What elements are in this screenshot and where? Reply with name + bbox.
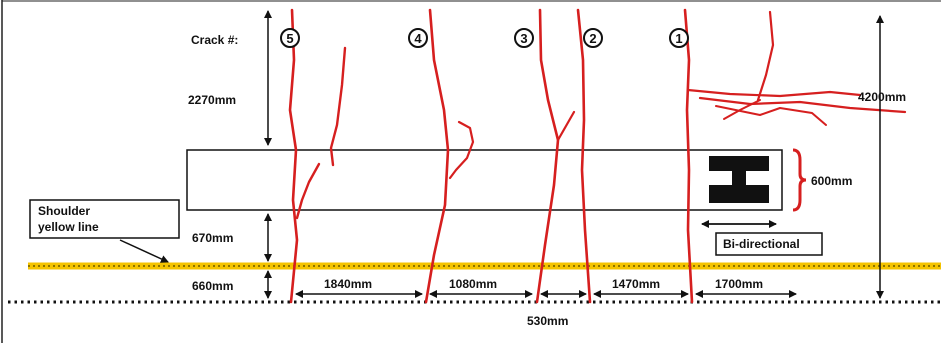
slab-width-bracket [792,148,807,212]
dim-spacing-2-1-label: 1470mm [612,277,660,291]
crack-marker-5-label: 5 [286,31,293,46]
crack-5-branch-a [329,46,347,167]
crack-4-path [424,8,450,304]
dim-edge-gap-label: 660mm [192,279,233,293]
crack-1-network-d [723,99,761,120]
dim-total-height-label: 4200mm [858,90,906,104]
crack-marker-2-label: 2 [589,31,596,46]
crack-1-path [683,8,694,304]
crack-4-branch [448,120,475,180]
crack-markers: 5 4 3 2 1 [280,28,689,48]
crack-5-branch-b [295,162,321,220]
bidirectional-label: Bi-directional [723,237,800,251]
dim-spacing-3-2-label: 530mm [527,314,568,328]
shoulder-label-line-2: yellow line [38,220,99,234]
crack-1-branch-top [756,10,775,102]
crack-marker-1: 1 [669,28,689,48]
crack-1-network-b [698,96,907,114]
crack-3-branch [556,110,576,142]
cracks [288,8,907,304]
crack-marker-3: 3 [514,28,534,48]
shoulder-label-leader [119,239,169,263]
crack-1-network-a [686,88,862,98]
dim-spacing-5-4-label: 1840mm [324,277,372,291]
bidirectional-label-box [715,232,823,256]
crack-marker-4-label: 4 [414,31,422,46]
dim-top-gap-label: 2270mm [188,93,236,107]
shoulder-label-line-1: Shoulder [38,204,90,218]
dim-yellow-gap-label: 670mm [192,231,233,245]
crack-marker-1-label: 1 [675,31,682,46]
crack-2-path [576,8,592,304]
crack-number-heading: Crack #: [191,33,238,47]
shoulder-label-box [29,199,180,239]
crack-marker-5: 5 [280,28,300,48]
sensor-h-symbol [709,156,769,203]
crack-marker-3-label: 3 [520,31,527,46]
crack-5-path [288,8,299,304]
dim-spacing-4-3-label: 1080mm [449,277,497,291]
instrumented-slab [186,149,783,211]
crack-1-network-c [715,105,827,126]
slab-width-label: 600mm [811,174,852,188]
dim-spacing-1-end-label: 1700mm [715,277,763,291]
crack-marker-4: 4 [408,28,428,48]
crack-marker-2: 2 [583,28,603,48]
